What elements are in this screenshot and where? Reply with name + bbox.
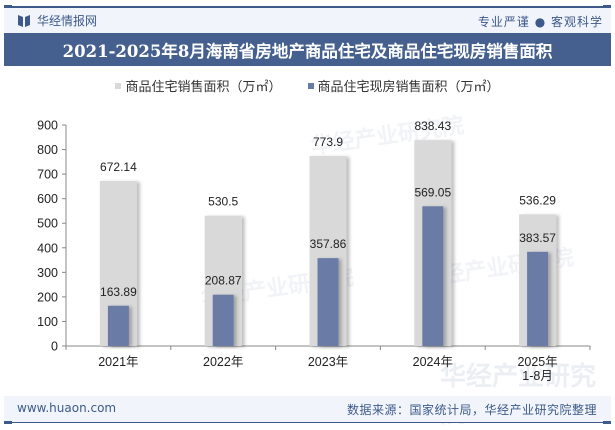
chart-title: 2021-2025年8月海南省房地产商品住宅及商品住宅现房销售面积 [62, 41, 553, 61]
legend-item-sales-area: 商品住宅销售面积（万㎡） [115, 76, 282, 95]
bar-existing-sales-area [107, 305, 129, 346]
data-source: 数据来源：国家统计局，华经产业研究院整理 [346, 403, 597, 417]
title-bar: 2021-2025年8月海南省房地产商品住宅及商品住宅现房销售面积 [4, 33, 611, 66]
value-label: 672.14 [100, 160, 137, 174]
y-tick-label: 600 [37, 192, 58, 206]
x-tick-label: 2021年 [98, 355, 138, 369]
top-rule [4, 5, 611, 9]
y-tick-label: 200 [37, 290, 58, 304]
y-tick-label: 500 [37, 217, 58, 231]
y-tick-label: 0 [51, 340, 58, 354]
legend-swatch-gray [115, 82, 122, 89]
legend-item-existing-sales-area: 商品住宅现房销售面积（万㎡） [307, 76, 500, 95]
bars: 672.14 163.89 530.5 208.87 773.9 357.86 838.43… [99, 119, 556, 346]
value-label: 383.57 [519, 231, 556, 245]
bar-existing-sales-area [212, 294, 234, 346]
value-label: 163.89 [100, 285, 137, 299]
y-tick-label: 100 [37, 315, 58, 329]
x-tick-label: 2025年 [517, 355, 557, 369]
y-tick-label: 900 [37, 119, 58, 133]
chart-legend: 商品住宅销售面积（万㎡） 商品住宅现房销售面积（万㎡） [0, 76, 615, 95]
y-tick-label: 800 [37, 143, 58, 157]
brand-logo-icon [18, 14, 30, 27]
legend-label: 商品住宅现房销售面积（万㎡） [317, 80, 500, 95]
y-axis: 0 100 200 300 400 500 600 700 800 900 [37, 119, 67, 354]
value-label: 530.5 [208, 195, 238, 209]
footer-bar: www.huaon.com 数据来源：国家统计局，华经产业研究院整理 [4, 396, 611, 422]
bottom-rule [4, 421, 611, 424]
value-label: 208.87 [205, 274, 242, 288]
value-label: 569.05 [414, 185, 451, 199]
value-label: 357.86 [310, 237, 347, 251]
value-label: 773.9 [313, 135, 343, 149]
slogan: 专业严谨 ● 客观科学 [477, 15, 603, 29]
y-tick-label: 400 [37, 241, 58, 255]
bar-existing-sales-area [422, 206, 444, 346]
legend-swatch-blue [307, 82, 314, 89]
value-label: 536.29 [519, 193, 556, 207]
legend-label: 商品住宅销售面积（万㎡） [125, 80, 282, 95]
y-tick-label: 700 [37, 168, 58, 182]
brand-name: 华经情报网 [37, 14, 98, 28]
x-tick-label: 2023年 [308, 355, 348, 369]
x-tick-label: 1-8月 [522, 369, 553, 383]
bar-existing-sales-area [527, 251, 549, 346]
x-tick-label: 2022年 [203, 355, 243, 369]
footer-url[interactable]: www.huaon.com [17, 401, 117, 415]
header-bar: 华经情报网 专业严谨 ● 客观科学 [4, 8, 611, 33]
x-tick-label: 2024年 [413, 355, 453, 369]
y-tick-label: 300 [37, 266, 58, 280]
brand: 华经情报网 [18, 12, 97, 29]
bar-existing-sales-area [317, 258, 339, 346]
value-label: 838.43 [414, 119, 451, 133]
